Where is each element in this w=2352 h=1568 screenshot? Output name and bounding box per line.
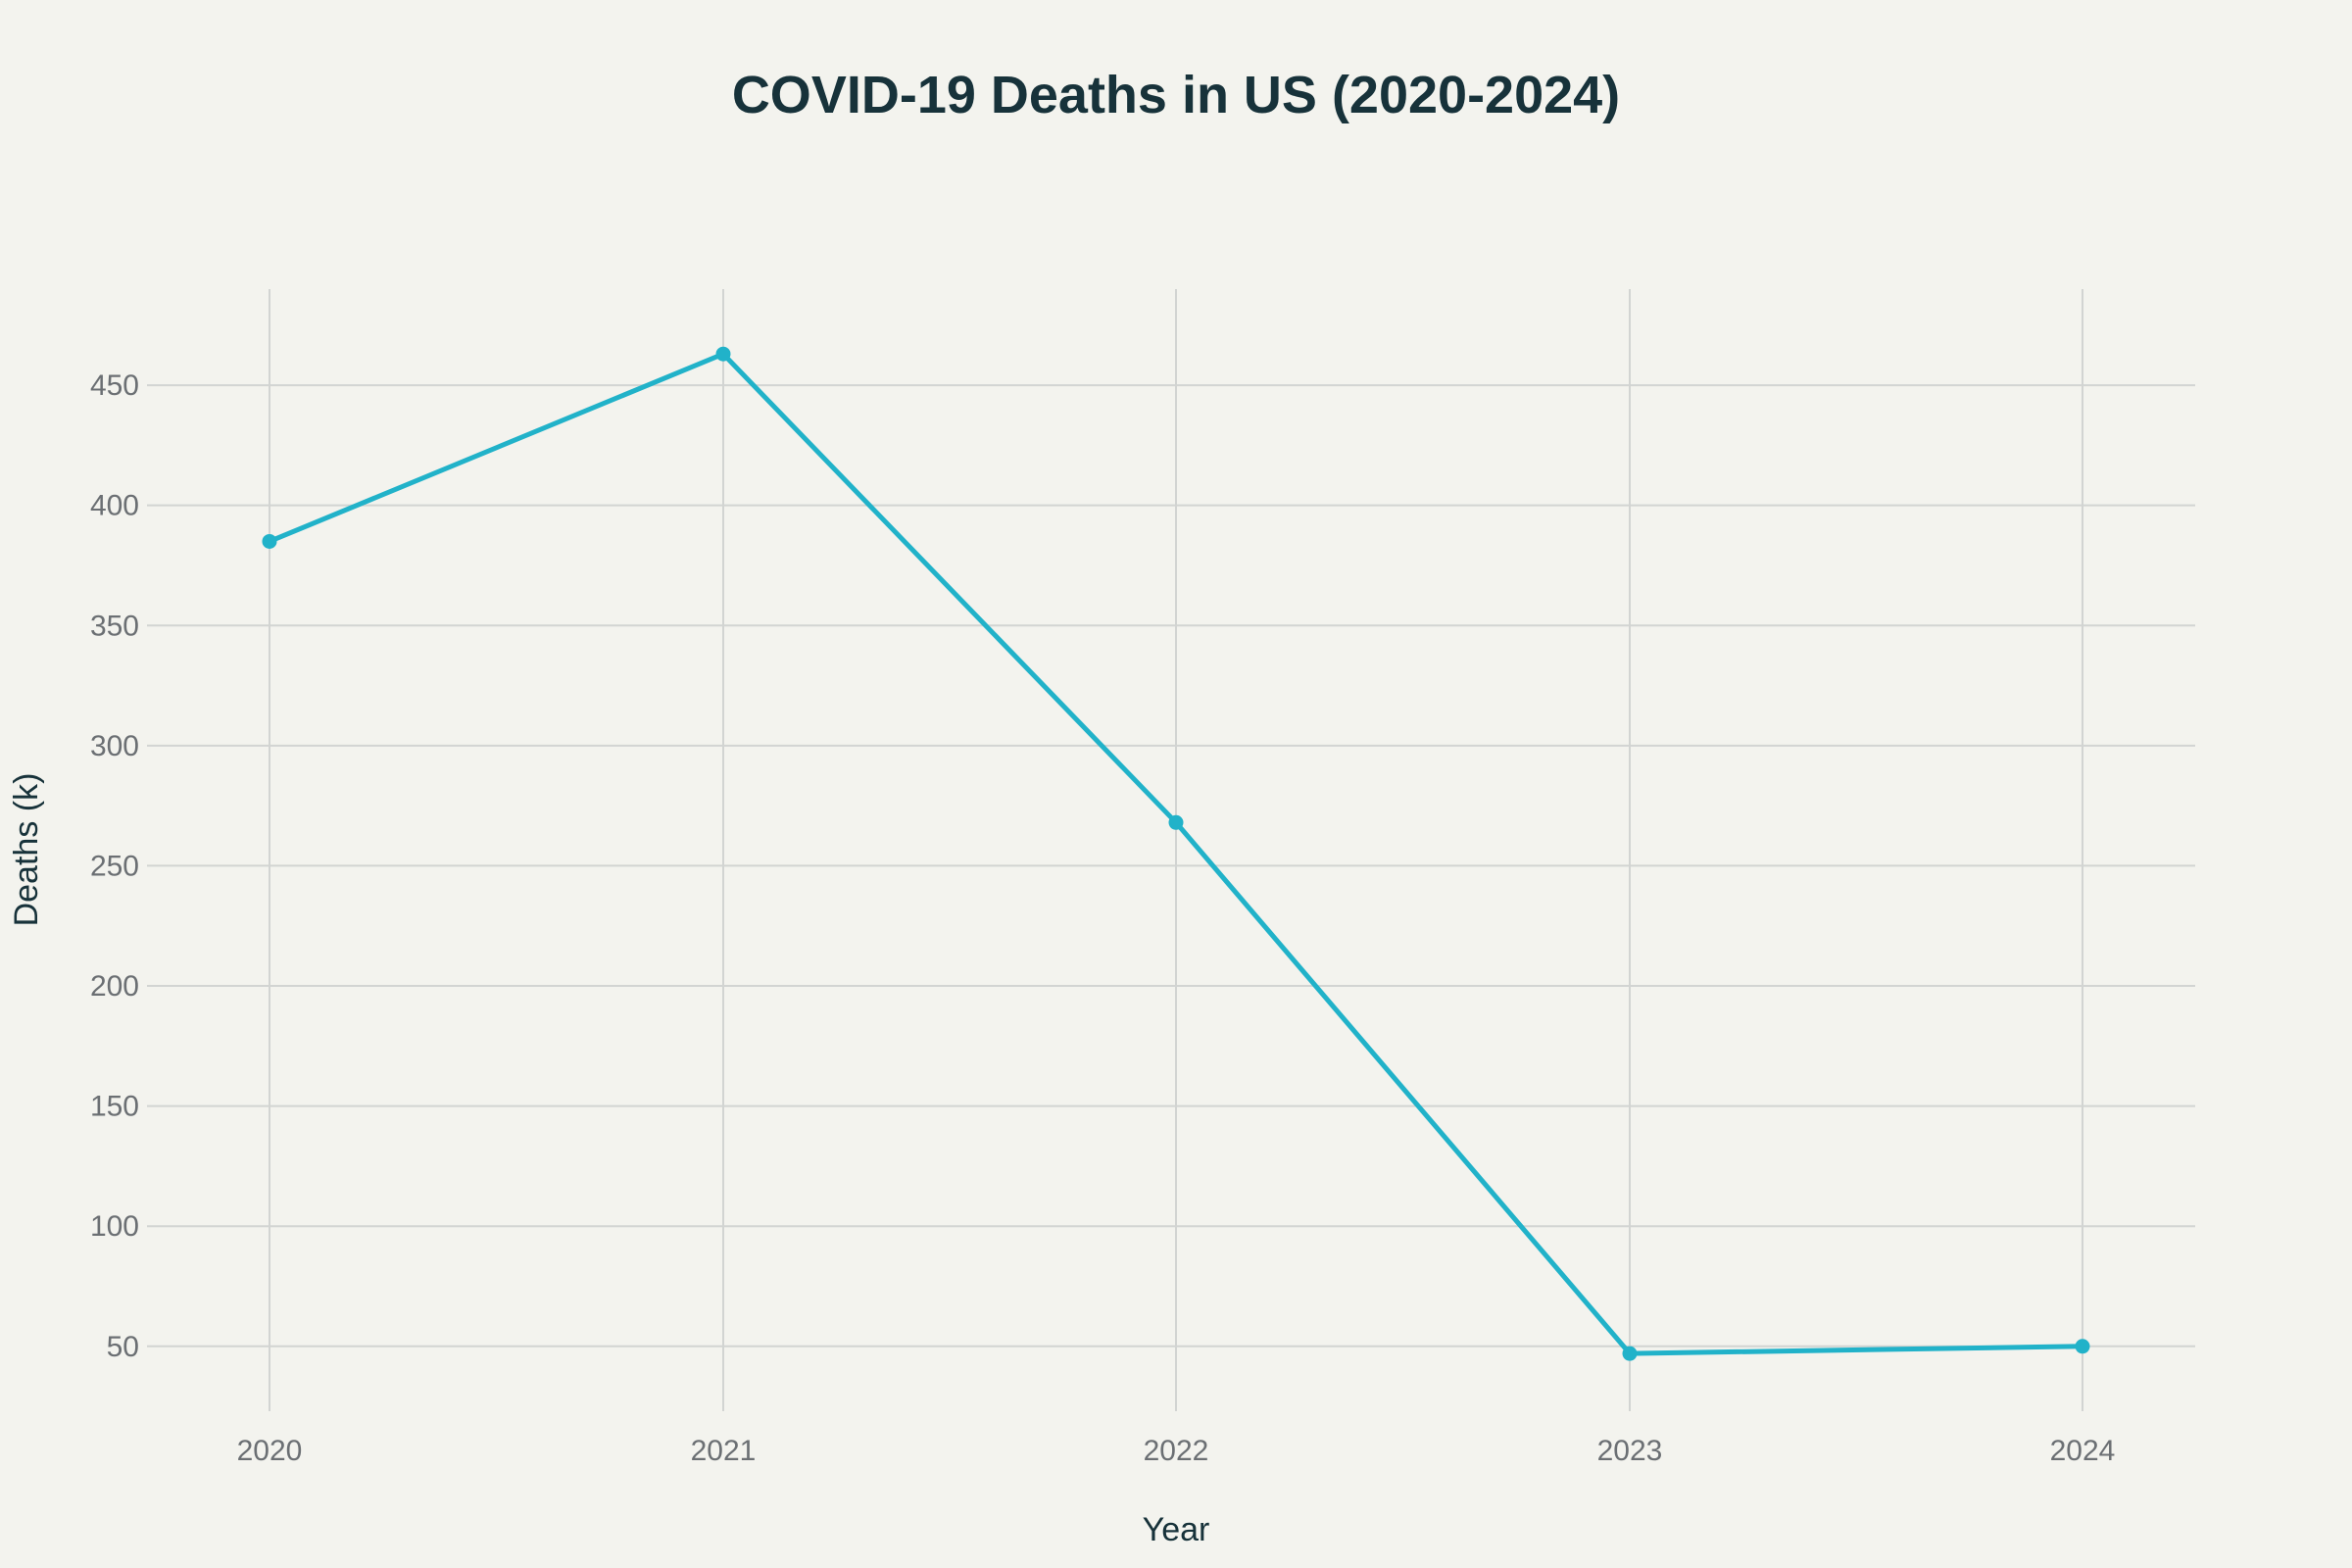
data-point-2020 (262, 533, 277, 549)
x-axis-title: Year (1143, 1511, 1210, 1548)
y-tick-label: 250 (90, 850, 139, 882)
x-tick-label: 2023 (1597, 1435, 1663, 1467)
y-tick-label: 50 (107, 1331, 139, 1363)
grid-layer (147, 289, 2195, 1411)
chart-title: COVID-19 Deaths in US (2020-2024) (732, 66, 1620, 124)
x-axis-ticks: 2020 2021 2022 2023 2024 (237, 1435, 2116, 1467)
x-tick-label: 2020 (237, 1435, 303, 1467)
y-axis-title: Deaths (k) (8, 773, 45, 927)
y-tick-label: 100 (90, 1210, 139, 1243)
y-tick-label: 200 (90, 970, 139, 1003)
data-point-2022 (1168, 814, 1184, 830)
y-tick-label: 450 (90, 369, 139, 402)
data-point-2024 (2075, 1339, 2090, 1354)
series-layer (262, 346, 2090, 1361)
data-point-2021 (715, 346, 731, 362)
y-tick-label: 300 (90, 730, 139, 762)
data-point-2023 (1622, 1346, 1638, 1361)
y-tick-label: 350 (90, 610, 139, 642)
x-tick-label: 2021 (691, 1435, 757, 1467)
x-tick-label: 2024 (2050, 1435, 2116, 1467)
y-tick-label: 150 (90, 1091, 139, 1123)
y-axis-ticks: 50 100 150 200 250 300 350 400 450 (90, 369, 139, 1363)
x-tick-label: 2022 (1144, 1435, 1209, 1467)
y-tick-label: 400 (90, 490, 139, 522)
